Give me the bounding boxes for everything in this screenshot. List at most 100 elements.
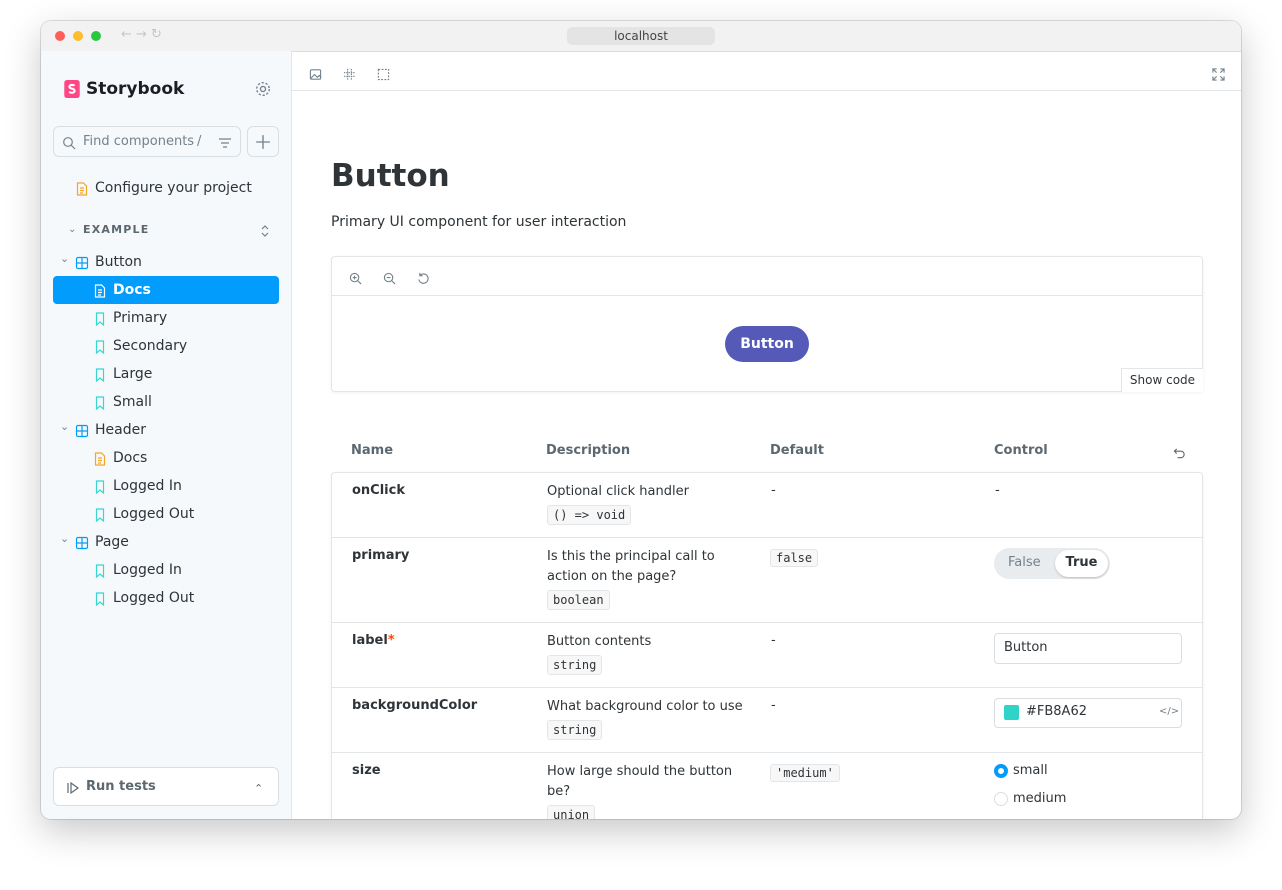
tree-item[interactable]: Primary <box>113 310 168 326</box>
viewport: Storybook Find components / Configure your … <box>41 51 1241 819</box>
toggle-selected <box>1055 550 1108 577</box>
doc-subtitle: Primary UI component for user interactio… <box>331 214 627 230</box>
zoom-out <box>383 270 396 284</box>
component-icon <box>75 255 89 270</box>
section-label: EXAMPLE <box>83 223 150 236</box>
toggle-option[interactable]: True <box>1065 555 1098 570</box>
row-divider <box>332 752 1202 753</box>
radio-label[interactable]: small <box>1013 763 1048 778</box>
prop-name: label* <box>352 633 395 648</box>
browser-window: ← → ↻ localhost Storybook Find components… <box>41 21 1241 819</box>
configure-link[interactable]: Configure your project <box>95 180 252 196</box>
story-icon <box>93 507 107 523</box>
prop-description: What background color to use <box>547 699 743 714</box>
tree-group[interactable]: Button <box>95 254 142 270</box>
settings-icon[interactable] <box>255 81 271 97</box>
group-chevron: ⌄ <box>60 532 70 545</box>
group-chevron: ⌄ <box>60 420 70 433</box>
story-icon <box>93 339 107 355</box>
tree-item[interactable]: Logged In <box>113 478 182 494</box>
toolbar <box>291 51 1241 91</box>
doc-icon <box>93 451 107 466</box>
nav-arrows[interactable]: ← → ↻ <box>121 27 162 42</box>
prop-name: size <box>352 763 381 778</box>
close-dot[interactable] <box>55 31 65 41</box>
prop-name: primary <box>352 548 410 563</box>
title-bar: ← → ↻ localhost <box>41 21 1241 52</box>
run-icon <box>66 780 80 795</box>
radio[interactable] <box>994 764 1008 778</box>
table-header: Default <box>770 443 824 458</box>
tree-item[interactable]: Docs <box>113 282 151 298</box>
table-box <box>331 472 1203 819</box>
preview-toolbar-line <box>332 295 1202 296</box>
zoom-dot[interactable] <box>91 31 101 41</box>
color-value: #FB8A62 <box>1026 704 1087 719</box>
tree-item[interactable]: Logged Out <box>113 506 195 522</box>
text-input[interactable] <box>994 633 1182 664</box>
control-empty: - <box>995 483 1000 498</box>
table-header: Control <box>994 443 1048 458</box>
color-swatch <box>1004 705 1019 720</box>
add-button[interactable] <box>247 126 279 157</box>
prop-description: Button contents <box>547 634 652 649</box>
story-icon <box>93 563 107 579</box>
chevron: ⌄ <box>68 224 77 235</box>
plus-icon <box>255 134 271 150</box>
toggle-option[interactable]: False <box>1008 555 1041 570</box>
row-divider <box>332 537 1202 538</box>
story-icon <box>93 395 107 411</box>
story-icon <box>93 367 107 383</box>
description-cell: Is this the principal call to action on … <box>547 547 747 611</box>
search-box[interactable] <box>53 126 241 157</box>
tree-item[interactable]: Secondary <box>113 338 188 354</box>
color-input[interactable] <box>994 698 1182 728</box>
table-header: Description <box>546 443 631 458</box>
description-cell: What background color to use string <box>547 697 747 741</box>
preview-panel <box>331 256 1203 392</box>
show-code[interactable]: Show code <box>1121 368 1203 392</box>
tree-item[interactable]: Large <box>113 366 153 382</box>
logo <box>63 80 81 98</box>
run-tests-box[interactable] <box>53 767 279 806</box>
tree-item[interactable]: Logged Out <box>113 590 195 606</box>
preview-button[interactable]: Button <box>725 326 809 362</box>
tree-item[interactable]: Small <box>113 394 152 410</box>
component-icon <box>75 535 89 550</box>
story-icon <box>93 479 107 495</box>
prop-default: false <box>770 549 819 567</box>
sidebar <box>41 51 292 819</box>
image-tool <box>309 66 322 80</box>
story-icon <box>93 591 107 607</box>
prop-description: How large should the button be? <box>547 764 733 799</box>
prop-description: Optional click handler <box>547 484 689 499</box>
expand-icon <box>258 223 272 237</box>
doc-icon <box>93 283 107 298</box>
run-tests-label: Run tests <box>86 779 156 794</box>
reset-icon <box>1173 445 1186 458</box>
story-icon <box>93 311 107 327</box>
tree-group[interactable]: Header <box>95 422 146 438</box>
tree-item[interactable]: Logged In <box>113 562 182 578</box>
radio-label[interactable]: medium <box>1013 791 1067 806</box>
url-bar[interactable]: localhost <box>567 27 715 45</box>
table-header: Name <box>351 443 394 458</box>
tree-item[interactable]: Docs <box>113 450 148 466</box>
minimize-dot[interactable] <box>73 31 83 41</box>
doc-icon <box>75 181 89 196</box>
description-cell: How large should the button be? union <box>547 762 747 819</box>
row-divider <box>332 622 1202 623</box>
code-icon: </> <box>1159 706 1180 717</box>
radio[interactable] <box>994 792 1008 806</box>
description-cell: Button contents string <box>547 632 747 676</box>
description-cell: Optional click handler () => void <box>547 482 747 526</box>
tree-group[interactable]: Page <box>95 534 129 550</box>
prop-type: string <box>547 655 603 675</box>
prop-type: union <box>547 805 596 819</box>
input-value: Button <box>1004 640 1048 655</box>
search-placeholder: Find components <box>83 134 195 149</box>
search-shortcut: / <box>197 134 202 149</box>
outline-tool <box>377 66 390 80</box>
prop-default: - <box>771 698 776 713</box>
